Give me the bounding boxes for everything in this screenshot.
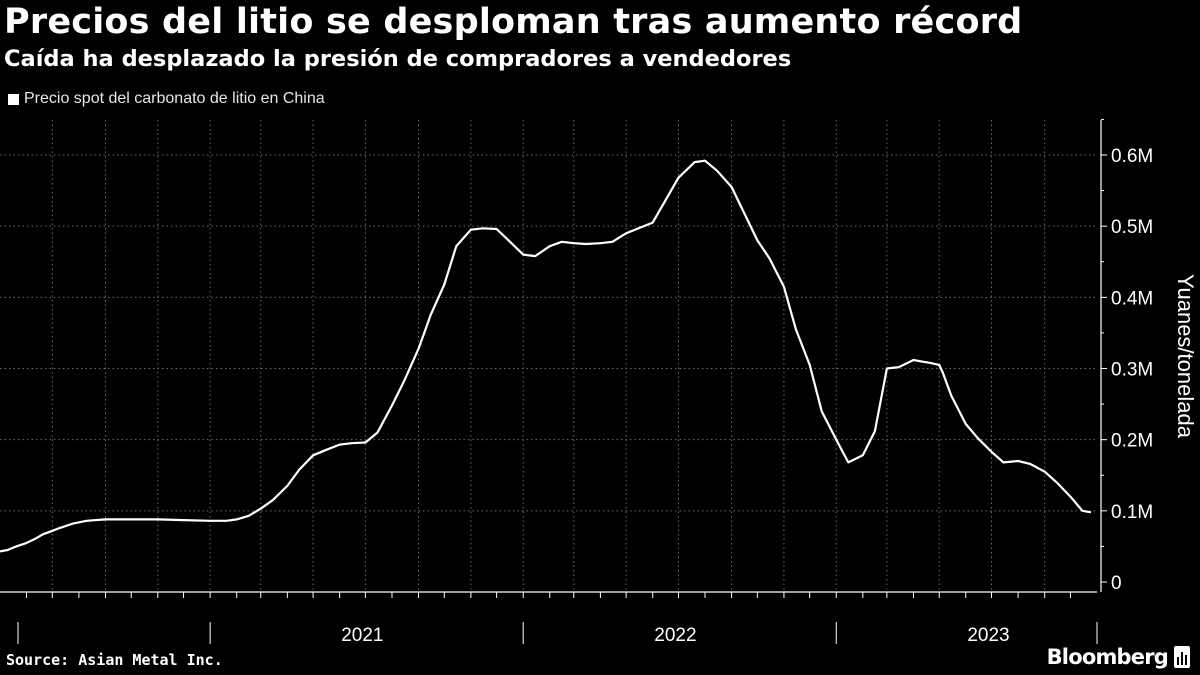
source-note: Source: Asian Metal Inc.: [6, 651, 223, 669]
x-tick-label: 2023: [967, 625, 1009, 646]
y-tick-label: 0.4M: [1111, 288, 1153, 309]
chart-subtitle: Caída ha desplazado la presión de compra…: [4, 46, 792, 72]
chart-legend: Precio spot del carbonato de litio en Ch…: [8, 90, 325, 108]
y-tick-label: 0.1M: [1111, 502, 1153, 523]
y-axis-label: Yuanes/tonelada: [1173, 274, 1198, 439]
y-tick-label: 0.2M: [1111, 431, 1153, 452]
x-axis: 2021 2022 2023: [0, 591, 1098, 646]
y-tick-label: 0.3M: [1111, 360, 1153, 381]
y-tick-label: 0.5M: [1111, 217, 1153, 238]
brand-name: Bloomberg: [1046, 645, 1169, 669]
y-axis: 0 0.1M 0.2M 0.3M 0.4M 0.5M 0.6M: [1100, 118, 1153, 594]
x-tick-label: 2022: [654, 625, 696, 646]
chart-title: Precios del litio se desploman tras aume…: [4, 2, 1023, 42]
y-tick-label: 0.6M: [1111, 146, 1153, 167]
legend-swatch: [8, 93, 19, 105]
bloomberg-chart-icon: [1174, 646, 1190, 668]
y-tick-label: 0: [1111, 573, 1122, 594]
x-tick-label: 2021: [341, 625, 383, 646]
price-line: [0, 159, 1092, 553]
brand-logo: Bloomberg: [1047, 645, 1190, 669]
horizontal-gridlines: [0, 154, 1097, 512]
legend-label: Precio spot del carbonato de litio en Ch…: [24, 90, 325, 107]
